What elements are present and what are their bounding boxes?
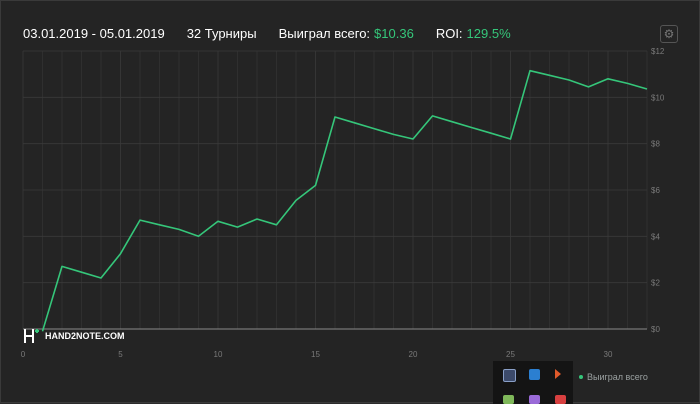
bluetooth-icon[interactable]	[529, 369, 540, 380]
x-tick-label: 0	[21, 350, 26, 359]
system-tray-popup	[493, 361, 573, 404]
y-tick-label: $4	[651, 232, 660, 241]
y-tick-label: $8	[651, 140, 660, 149]
hand2note-logo: HAND2NOTE.COM	[23, 327, 125, 345]
x-tick-label: 30	[604, 350, 613, 359]
x-tick-label: 10	[214, 350, 223, 359]
chart-grid	[22, 50, 648, 330]
roi-label: ROI:	[435, 25, 463, 41]
app-icon[interactable]	[555, 395, 566, 404]
roi: ROI: 129.5%	[436, 26, 511, 41]
y-tick-label: $12	[651, 47, 665, 56]
tournament-count: 32 Турниры	[186, 25, 257, 41]
y-tick-label: $2	[651, 279, 660, 288]
y-tick-label: $6	[651, 186, 660, 195]
total-won-label: Выиграл всего:	[278, 25, 371, 41]
display-icon[interactable]	[503, 369, 516, 382]
notepad-icon[interactable]	[503, 395, 514, 404]
legend-label: Выиграл всего	[587, 372, 648, 382]
summary-header: 03.01.2019 - 05.01.2019 32 Турниры Выигр…	[23, 24, 511, 42]
settings-button[interactable]: ⚙	[660, 25, 678, 43]
chart-legend: Выиграл всего	[579, 372, 648, 382]
x-tick-label: 20	[409, 350, 418, 359]
x-tick-label: 25	[506, 350, 515, 359]
pen-icon[interactable]	[529, 395, 540, 404]
series-line-total-won	[41, 69, 648, 332]
y-tick-label: $0	[651, 325, 660, 334]
y-axis-ticks: $0 $2 $4 $6 $8 $10 $12	[651, 47, 665, 334]
x-tick-label: 15	[311, 350, 320, 359]
total-won-value: $10.36	[374, 25, 414, 41]
y-tick-label: $10	[651, 93, 665, 102]
x-tick-label: 5	[118, 350, 123, 359]
total-won: Выиграл всего: $10.36	[279, 26, 414, 41]
logo-icon	[24, 329, 39, 343]
legend-dot	[579, 375, 583, 379]
logo-text: HAND2NOTE.COM	[45, 331, 125, 341]
gear-icon: ⚙	[663, 27, 675, 41]
x-axis-ticks: 0 5 10 15 20 25 30	[21, 350, 613, 359]
date-range: 03.01.2019 - 05.01.2019	[23, 25, 165, 41]
roi-value: 129.5%	[466, 25, 511, 41]
speaker-icon[interactable]	[555, 369, 561, 379]
